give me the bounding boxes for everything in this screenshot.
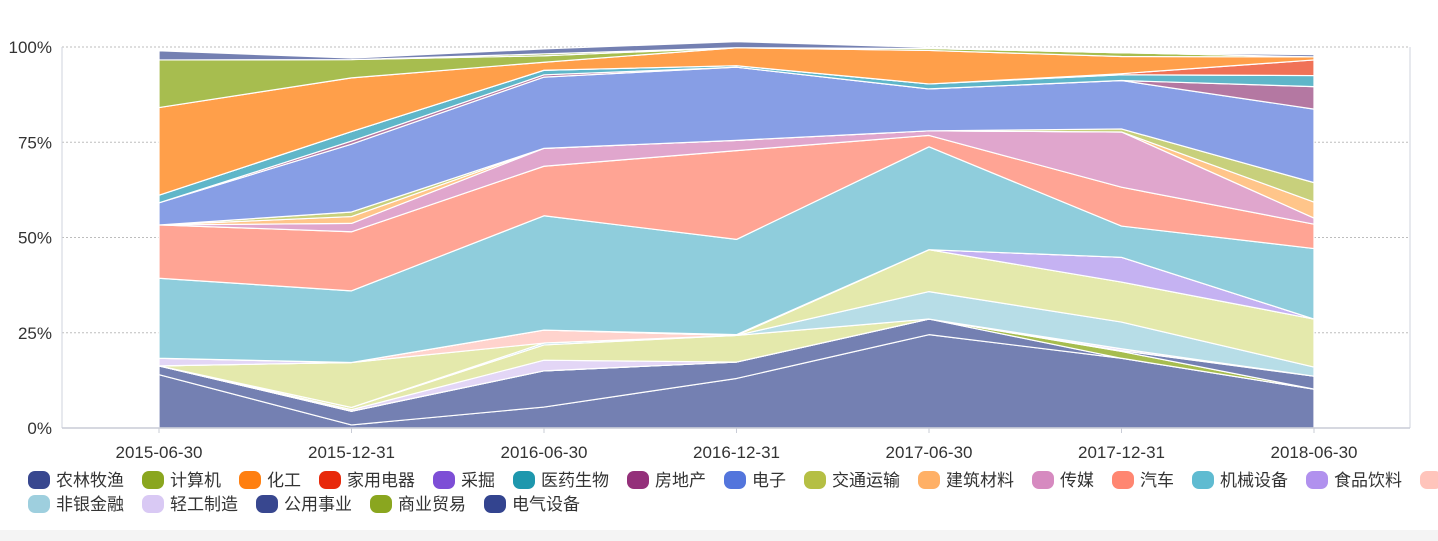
legend-item[interactable]: 机械设备 — [1192, 471, 1288, 490]
legend-label: 食品饮料 — [1334, 471, 1402, 490]
legend-swatch — [1420, 471, 1438, 489]
bottom-strip — [0, 530, 1438, 541]
legend-item[interactable]: 传媒 — [1032, 471, 1094, 490]
legend-item[interactable]: 家用电器 — [319, 471, 415, 490]
legend-item[interactable]: 商业贸易 — [370, 495, 466, 514]
legend-swatch — [256, 495, 278, 513]
legend-item[interactable]: 公用事业 — [256, 495, 352, 514]
x-tick-label: 2018-06-30 — [1271, 443, 1358, 462]
y-tick-label: 0% — [27, 419, 52, 438]
legend-swatch — [142, 471, 164, 489]
area-layers — [158, 41, 1315, 429]
legend-label: 汽车 — [1140, 471, 1174, 490]
legend: 农林牧渔 计算机 化工 家用电器 采掘 医药生物 房地产 电子 交通运输 建筑材料 传媒 汽车 机械设备… — [28, 471, 1438, 514]
legend-swatch — [319, 471, 341, 489]
x-tick-label: 2015-12-31 — [308, 443, 395, 462]
x-tick-label: 2016-06-30 — [501, 443, 588, 462]
legend-label: 机械设备 — [1220, 471, 1288, 490]
legend-item[interactable]: 医药生物 — [513, 471, 609, 490]
legend-swatch — [513, 471, 535, 489]
legend-swatch — [28, 495, 50, 513]
legend-swatch — [1306, 471, 1328, 489]
legend-label: 传媒 — [1060, 471, 1094, 490]
legend-swatch — [370, 495, 392, 513]
legend-item[interactable]: 电气设备 — [484, 495, 580, 514]
legend-swatch — [1112, 471, 1134, 489]
legend-item[interactable]: 电子 — [724, 471, 786, 490]
legend-label: 房地产 — [655, 471, 706, 490]
legend-swatch — [433, 471, 455, 489]
y-tick-label: 75% — [18, 133, 52, 152]
x-tick-label: 2016-12-31 — [693, 443, 780, 462]
legend-swatch — [142, 495, 164, 513]
y-tick-label: 100% — [9, 38, 52, 57]
legend-label: 医药生物 — [541, 471, 609, 490]
x-axis-tick-labels: 2015-06-30 2015-12-31 2016-06-30 2016-12-31… — [116, 428, 1358, 462]
legend-item[interactable]: 房地产 — [627, 471, 706, 490]
legend-label: 公用事业 — [284, 495, 352, 514]
legend-label: 计算机 — [170, 471, 221, 490]
legend-item[interactable]: 汽车 — [1112, 471, 1174, 490]
legend-swatch — [484, 495, 506, 513]
legend-swatch — [627, 471, 649, 489]
legend-item[interactable]: 交通运输 — [804, 471, 900, 490]
legend-swatch — [239, 471, 261, 489]
legend-label: 非银金融 — [56, 495, 124, 514]
legend-label: 轻工制造 — [170, 495, 238, 514]
legend-label: 电气设备 — [512, 495, 580, 514]
legend-label: 农林牧渔 — [56, 471, 124, 490]
legend-label: 家用电器 — [347, 471, 415, 490]
stacked-area-chart: 0% 25% 50% 75% 100% 2015-06-30 2015-12-31 2016… — [9, 38, 1438, 514]
legend-swatch — [918, 471, 940, 489]
legend-label: 电子 — [752, 471, 786, 490]
legend-label: 采掘 — [461, 471, 495, 490]
legend-item[interactable]: 农林牧渔 — [28, 471, 124, 490]
legend-swatch — [724, 471, 746, 489]
legend-label: 建筑材料 — [946, 471, 1014, 490]
legend-item[interactable]: 化工 — [239, 471, 301, 490]
legend-item[interactable]: 非银金融 — [28, 495, 124, 514]
y-tick-label: 50% — [18, 229, 52, 248]
x-tick-label: 2017-06-30 — [886, 443, 973, 462]
legend-swatch — [28, 471, 50, 489]
legend-swatch — [1192, 471, 1214, 489]
y-axis-tick-labels: 0% 25% 50% 75% 100% — [9, 38, 52, 438]
legend-swatch — [1032, 471, 1054, 489]
x-tick-label: 2017-12-31 — [1078, 443, 1165, 462]
area-layer-24 — [158, 41, 1315, 61]
legend-item[interactable]: 纺织服装 — [1420, 471, 1438, 490]
y-tick-label: 25% — [18, 324, 52, 343]
legend-item[interactable]: 采掘 — [433, 471, 495, 490]
legend-item[interactable]: 轻工制造 — [142, 495, 238, 514]
legend-item[interactable]: 建筑材料 — [918, 471, 1014, 490]
legend-label: 商业贸易 — [398, 495, 466, 514]
legend-label: 交通运输 — [832, 471, 900, 490]
legend-item[interactable]: 食品饮料 — [1306, 471, 1402, 490]
legend-label: 化工 — [267, 471, 301, 490]
x-tick-label: 2015-06-30 — [116, 443, 203, 462]
legend-swatch — [804, 471, 826, 489]
legend-item[interactable]: 计算机 — [142, 471, 221, 490]
